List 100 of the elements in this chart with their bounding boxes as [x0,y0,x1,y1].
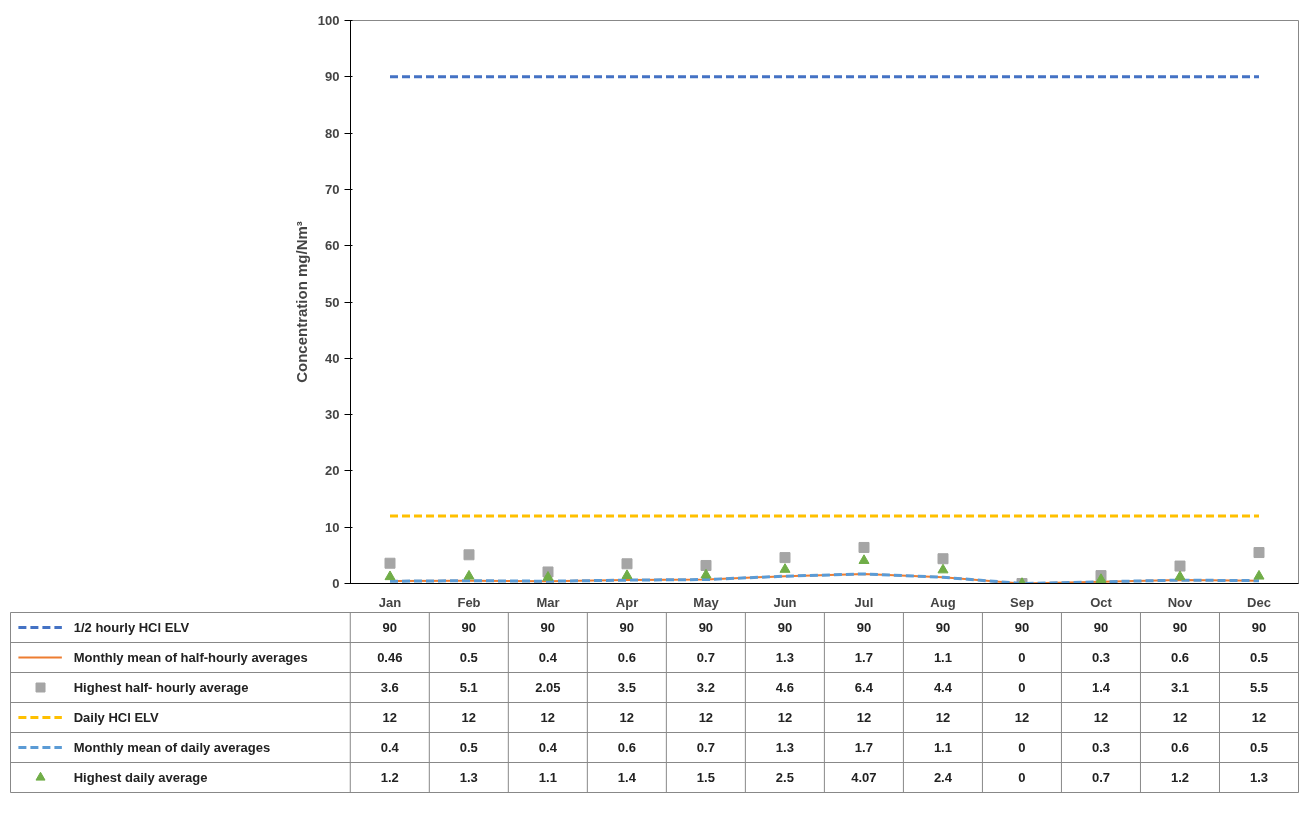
data-label: 0.7 [696,740,715,755]
y-tick-label: 10 [325,519,340,535]
data-label: 1.3 [459,770,478,785]
x-tick-label: Mar [536,594,560,610]
x-tick-label: Feb [457,594,481,610]
data-label: 0.4 [538,650,558,665]
data-label: 1.1 [538,770,557,785]
x-tick-label: Jun [773,594,797,610]
y-tick-label: 100 [317,13,340,28]
data-label: 4.4 [933,680,953,695]
data-label: 2.4 [933,770,953,785]
legend-label: 1/2 hourly HCl ELV [73,620,190,635]
data-label: 1.5 [696,770,715,785]
y-tick-label: 60 [325,238,340,254]
data-label: 0 [1018,650,1026,665]
data-label: 0.6 [617,650,636,665]
legend-label: Highest half- hourly average [73,680,249,695]
data-label: 0.6 [1170,650,1190,665]
data-label: 5.1 [459,680,478,695]
data-label: 90 [382,620,398,635]
x-tick-label: Apr [615,594,639,610]
data-label: 3.2 [696,680,715,695]
y-axis-title: Concentration mg/Nm³ [292,221,310,383]
data-label: 12 [619,710,635,725]
data-label: 12 [777,710,793,725]
data-label: 2.5 [775,770,794,785]
data-label: 3.5 [617,680,636,695]
data-label: 0 [1018,680,1026,695]
data-label: 90 [1251,620,1267,635]
x-tick-label: Jul [854,594,874,610]
data-label: 0.4 [538,740,558,755]
data-label: 0.46 [377,650,403,665]
legend-label: Monthly mean of half-hourly averages [73,650,308,665]
data-label: 12 [856,710,872,725]
y-tick-label: 80 [325,125,340,141]
legend-label: Highest daily average [73,770,208,785]
data-label: 5.5 [1249,680,1269,695]
data-label: 2.05 [535,680,561,695]
data-label: 0.6 [617,740,636,755]
data-label: 90 [935,620,951,635]
data-label: 3.1 [1170,680,1190,695]
data-label: 90 [540,620,556,635]
data-label: 12 [1251,710,1267,725]
data-label: 12 [1172,710,1188,725]
data-label: 0.5 [1249,650,1269,665]
x-tick-label: Nov [1167,594,1194,610]
x-tick-label: Dec [1247,594,1271,610]
x-tick-label: Sep [1010,594,1034,610]
data-label: 0.3 [1091,650,1110,665]
y-tick-label: 90 [325,69,340,85]
data-label: 90 [461,620,477,635]
data-label: 90 [1093,620,1109,635]
data-label: 0.4 [380,740,400,755]
data-label: 1.7 [854,740,873,755]
data-label: 0.6 [1170,740,1190,755]
data-label: 90 [856,620,872,635]
data-label: 0.5 [1249,740,1269,755]
data-label: 90 [1172,620,1188,635]
data-label: 12 [698,710,714,725]
legend-label: Monthly mean of daily averages [73,740,271,755]
x-tick-label: Aug [930,594,956,610]
y-tick-label: 20 [325,463,340,479]
data-label: 1.1 [933,740,952,755]
data-label: 1.2 [380,770,399,785]
y-tick-label: 50 [325,294,340,310]
data-label: 90 [1014,620,1030,635]
data-label: 1.7 [854,650,873,665]
data-label: 4.6 [775,680,794,695]
data-label: 0.7 [1091,770,1110,785]
data-label: 0.5 [459,650,478,665]
legend-label: Daily HCl ELV [73,710,160,725]
data-label: 1.1 [933,650,952,665]
data-label: 1.4 [617,770,637,785]
data-label: 1.3 [1249,770,1269,785]
data-label: 90 [698,620,714,635]
data-label: 12 [540,710,556,725]
data-label: 12 [382,710,398,725]
x-tick-label: Oct [1090,594,1113,610]
data-label: 90 [619,620,635,635]
data-label: 0.3 [1091,740,1110,755]
y-tick-label: 70 [325,181,340,197]
data-label: 12 [935,710,951,725]
data-label: 0.7 [696,650,715,665]
data-label: 12 [1014,710,1030,725]
data-label: 0.5 [459,740,478,755]
data-label: 90 [777,620,793,635]
data-label: 12 [461,710,477,725]
data-label: 1.2 [1170,770,1190,785]
data-label: 3.6 [380,680,399,695]
y-tick-label: 40 [325,350,340,366]
data-label: 1.3 [775,740,794,755]
data-label: 6.4 [854,680,874,695]
y-tick-label: 0 [332,576,340,591]
x-tick-label: Jan [378,594,402,610]
data-label: 0 [1018,740,1026,755]
data-label: 1.3 [775,650,794,665]
data-label: 4.07 [851,770,877,785]
data-label: 12 [1093,710,1109,725]
data-label: 1.4 [1091,680,1111,695]
y-tick-label: 30 [325,407,340,423]
